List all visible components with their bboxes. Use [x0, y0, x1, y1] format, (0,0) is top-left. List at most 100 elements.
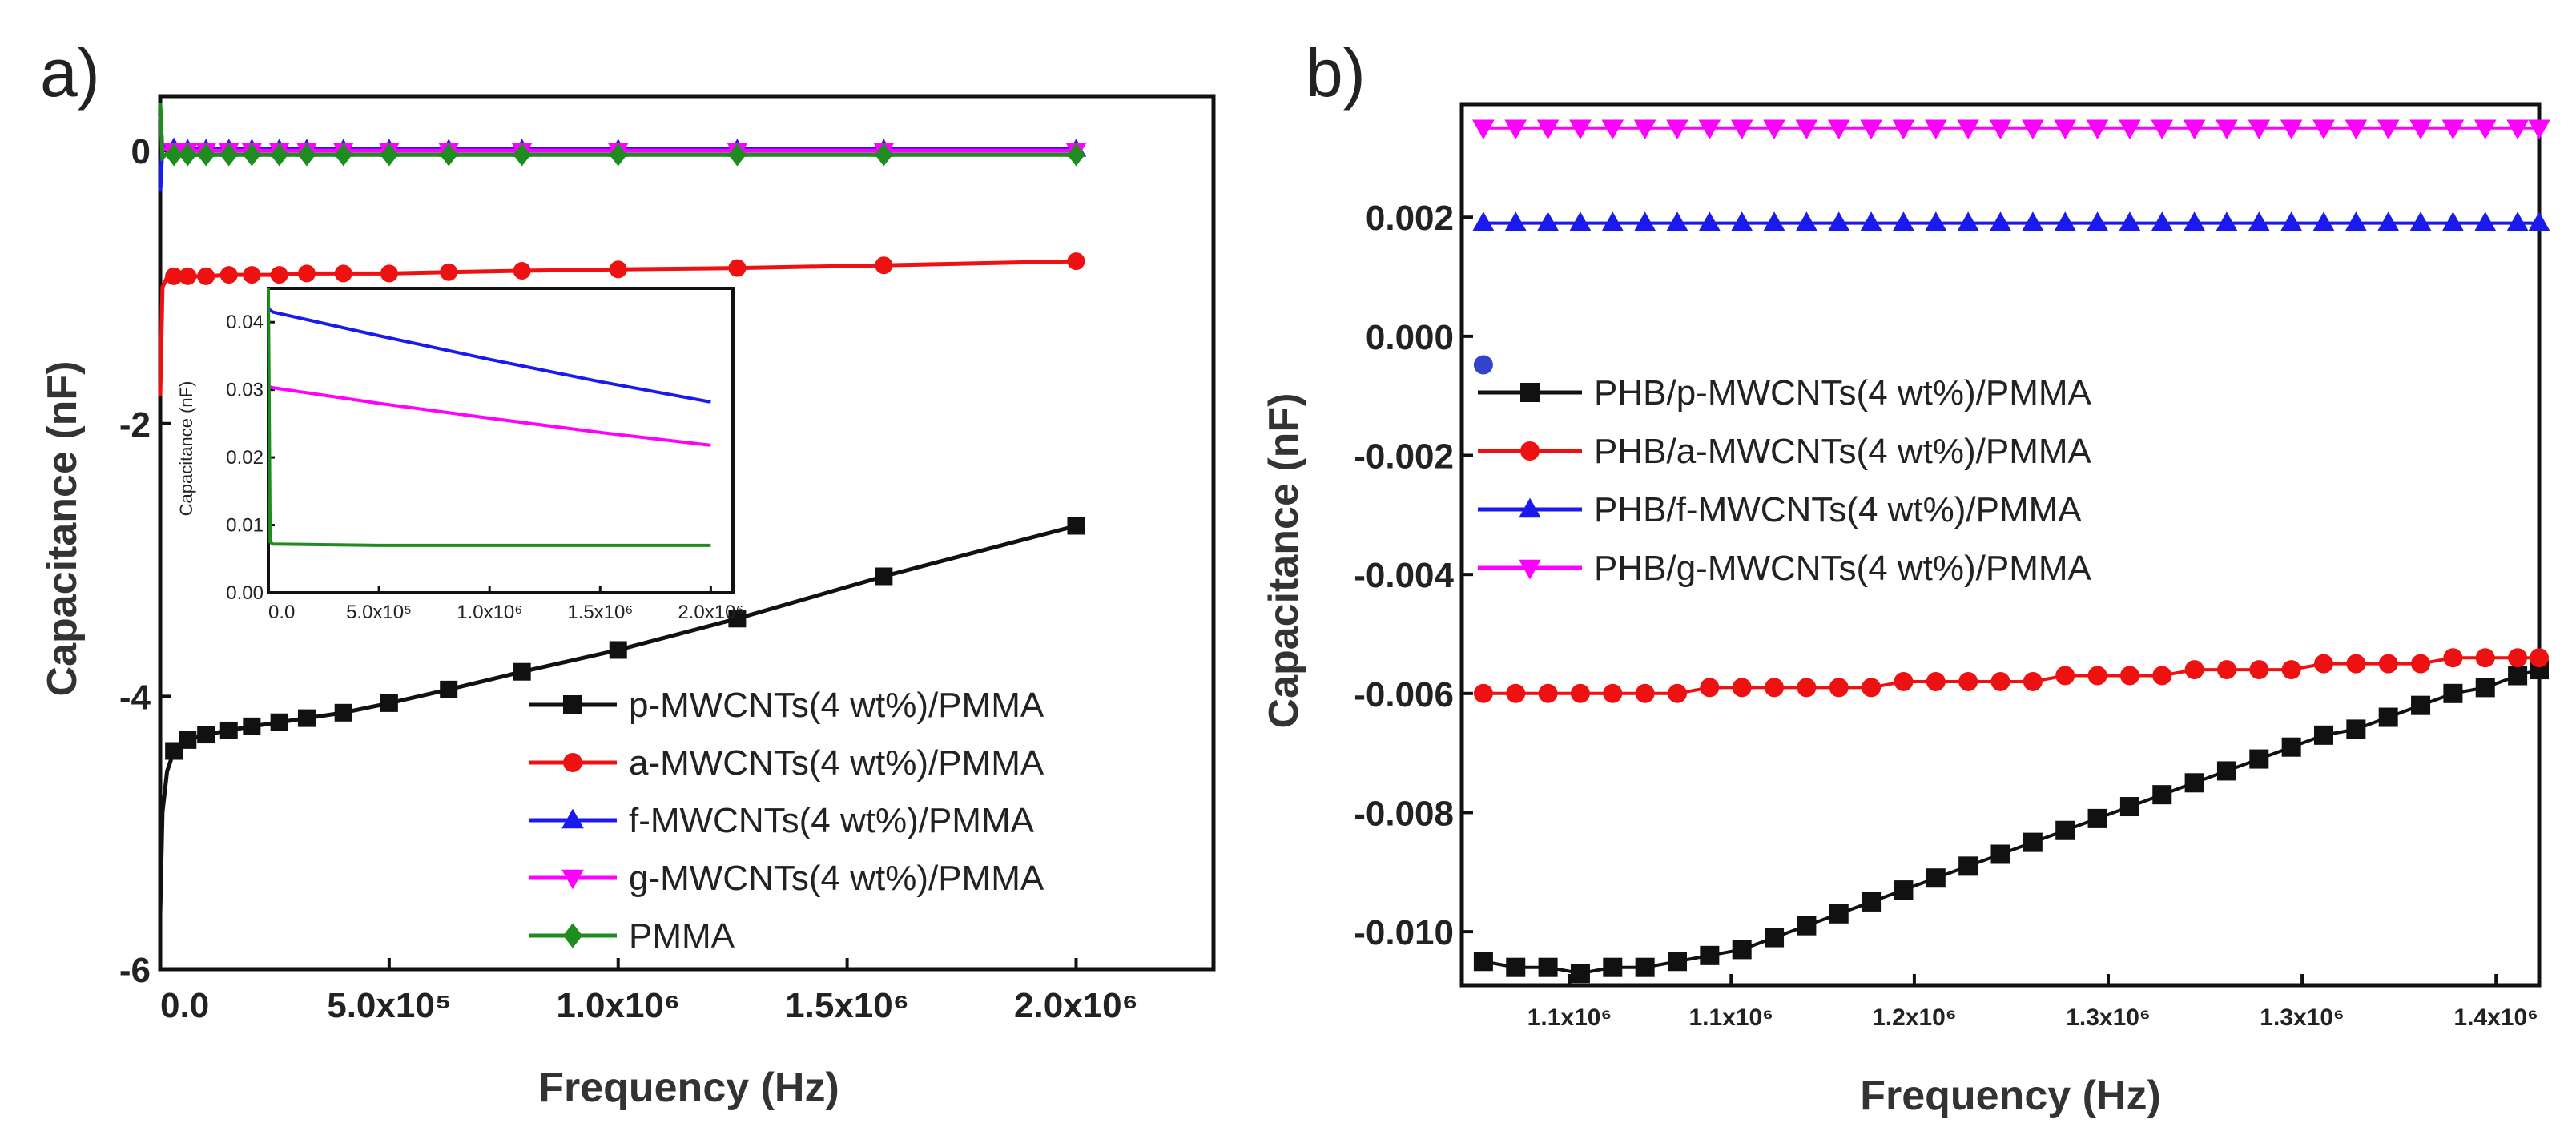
series-marker-4 [334, 143, 352, 167]
series-marker-0 [2346, 719, 2366, 739]
series-marker-1 [165, 267, 183, 285]
series-marker-3 [1536, 119, 1560, 140]
series-marker-2 [2248, 211, 2271, 231]
inset-x-tick-label: 1.5x10⁶ [567, 602, 633, 623]
series-marker-1 [1926, 671, 1946, 691]
legend-marker-2 [561, 808, 584, 829]
series-marker-0 [1990, 844, 2010, 864]
series-marker-1 [334, 264, 352, 283]
panel-a-ticks: 0.0 5.0x10⁵ 1.0x10⁶ 1.5x10⁶ 2.0x10⁶ 0 -2 -4 -6 [119, 132, 1138, 1025]
series-marker-2 [1989, 211, 2012, 231]
series-marker-2 [2086, 211, 2109, 231]
x-tick-label: 1.5x10⁶ [785, 986, 909, 1025]
series-marker-0 [1829, 904, 1849, 924]
series-marker-2 [2216, 211, 2238, 231]
series-marker-0 [270, 713, 288, 731]
series-marker-2 [1601, 211, 1624, 231]
series-marker-1 [197, 267, 215, 285]
series-marker-4 [440, 143, 458, 167]
series-marker-0 [2378, 707, 2398, 727]
x-tick-label: 1.3x10⁶ [2260, 1004, 2345, 1031]
series-marker-2 [2119, 211, 2141, 231]
series-marker-2 [2409, 211, 2432, 231]
legend-label-1: PHB/a-MWCNTs(4 wt%)/PMMA [1594, 432, 2092, 471]
series-marker-0 [243, 717, 261, 735]
series-marker-0 [297, 709, 316, 727]
series-marker-4 [1067, 143, 1085, 167]
series-marker-0 [2055, 820, 2075, 840]
series-marker-0 [2281, 737, 2301, 757]
series-marker-1 [270, 266, 288, 284]
panel-a-series [158, 103, 1087, 915]
series-marker-4 [513, 143, 531, 167]
series-marker-1 [1473, 683, 1493, 703]
series-marker-2 [1730, 211, 1753, 231]
series-marker-1 [1506, 683, 1526, 703]
series-marker-2 [1536, 211, 1560, 231]
legend-label-0: p-MWCNTs(4 wt%)/PMMA [629, 686, 1044, 725]
series-marker-4 [875, 143, 893, 167]
series-marker-0 [609, 641, 627, 659]
panel-b: b) 1.1x10⁶ 1.1x10⁶ 1.2x10⁶ 1.3x10⁶ 1.3x10⁶ 1.… [1261, 35, 2550, 1119]
series-marker-3 [2022, 119, 2044, 140]
series-marker-3 [1860, 119, 1882, 140]
panel-a-frame [158, 94, 1216, 972]
series-marker-1 [875, 256, 893, 275]
y-tick-label: -0.006 [1354, 675, 1454, 714]
series-marker-0 [2087, 808, 2107, 828]
inset-y-tick-label: 0.00 [226, 582, 264, 604]
y-tick-label: -6 [119, 951, 151, 990]
inset-x-tick-label: 1.0x10⁶ [457, 602, 522, 623]
series-marker-1 [2087, 666, 2107, 686]
series-marker-0 [1506, 957, 1526, 977]
series-marker-1 [380, 264, 398, 283]
inset-y-tick-label: 0.03 [226, 380, 264, 401]
series-marker-2 [2473, 211, 2497, 231]
series-marker-3 [1472, 119, 1495, 140]
legend-marker-3 [561, 869, 584, 890]
panel-b-ticks: 1.1x10⁶ 1.1x10⁶ 1.2x10⁶ 1.3x10⁶ 1.3x10⁶ 1.4x1… [1354, 199, 2538, 1031]
series-marker-3 [1666, 119, 1688, 140]
inset-series-line-2 [267, 288, 711, 547]
series-marker-0 [380, 694, 398, 712]
series-marker-3 [2473, 119, 2497, 140]
panel-a-inset: 0.0 5.0x10⁵ 1.0x10⁶ 1.5x10⁶ 2.0x10⁶ 0.00 0.01 0… [176, 287, 743, 623]
series-marker-2 [2022, 211, 2044, 231]
series-marker-2 [1957, 211, 1979, 231]
inset-y-tick-label: 0.01 [226, 515, 264, 537]
y-tick-label: -2 [119, 405, 151, 445]
y-tick-label: 0 [131, 132, 151, 171]
series-marker-4 [297, 143, 316, 167]
panel-a-legend: p-MWCNTs(4 wt%)/PMMA a-MWCNTs(4 wt%)/PMMA… [529, 686, 1044, 956]
series-marker-0 [219, 721, 238, 739]
series-marker-1 [1700, 678, 1720, 698]
series-marker-0 [440, 680, 458, 698]
series-marker-3 [2345, 119, 2368, 140]
series-marker-3 [2528, 119, 2550, 140]
series-marker-4 [609, 143, 627, 167]
series-marker-3 [2151, 119, 2174, 140]
inset-y-tick-label: 0.04 [226, 312, 264, 333]
series-marker-4 [165, 143, 183, 167]
series-marker-1 [2281, 660, 2301, 680]
series-marker-1 [2152, 666, 2172, 686]
series-marker-2 [1763, 211, 1785, 231]
series-marker-0 [1765, 928, 1785, 948]
series-marker-1 [1958, 671, 1978, 691]
series-marker-1 [243, 266, 261, 284]
y-tick-label: 0.000 [1366, 318, 1454, 357]
y-tick-label: -0.002 [1354, 437, 1454, 477]
series-marker-0 [2216, 761, 2236, 781]
series-marker-1 [1668, 683, 1687, 703]
series-marker-0 [2411, 695, 2431, 715]
series-marker-2 [2183, 211, 2206, 231]
y-tick-label: -0.004 [1354, 556, 1454, 595]
series-marker-2 [2312, 211, 2335, 231]
series-marker-0 [2023, 832, 2043, 852]
inset-series-line-0 [267, 307, 711, 404]
series-marker-0 [1732, 940, 1752, 960]
series-marker-1 [297, 264, 316, 283]
y-tick-label: -0.010 [1354, 913, 1454, 952]
series-marker-3 [2280, 119, 2303, 140]
series-marker-0 [1538, 957, 1558, 977]
